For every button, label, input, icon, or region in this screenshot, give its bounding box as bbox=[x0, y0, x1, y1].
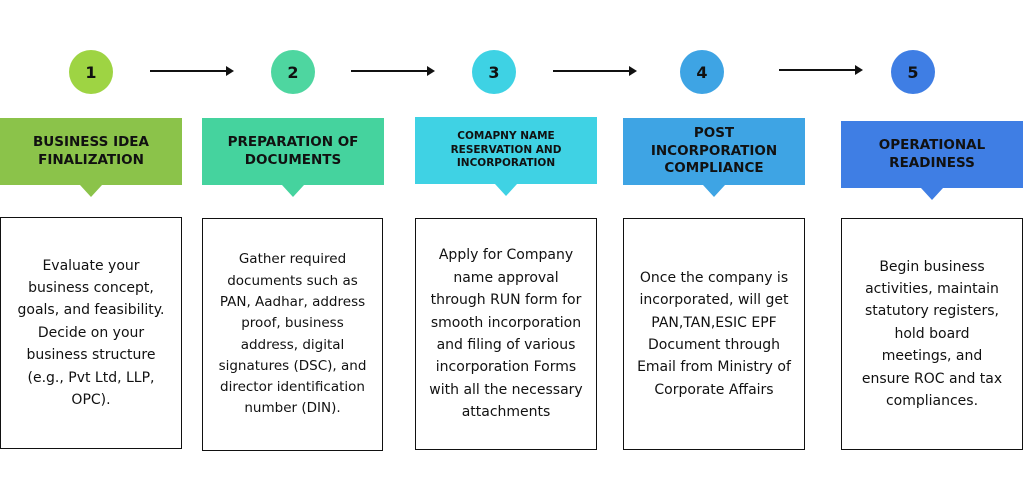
step-5-description: Begin business activities, maintain stat… bbox=[861, 258, 1003, 409]
step-3-pointer bbox=[495, 184, 517, 196]
step-1-title: BUSINESS IDEA FINALIZATION bbox=[33, 133, 149, 168]
step-4-description-box: Once the company is incorporated, will g… bbox=[623, 218, 805, 450]
step-5-title-banner: OPERATIONAL READINESS bbox=[841, 121, 1023, 200]
arrow-2-3 bbox=[351, 66, 435, 76]
step-4-title: POST INCORPORATION COMPLIANCE bbox=[650, 125, 778, 177]
step-4-title-banner: POST INCORPORATION COMPLIANCE bbox=[623, 118, 805, 197]
step-4-pointer bbox=[703, 185, 725, 197]
step-5-number: 5 bbox=[891, 50, 935, 94]
step-2-title-banner: PREPARATION OF DOCUMENTS bbox=[202, 118, 384, 197]
arrow-4-5 bbox=[779, 65, 863, 75]
step-2-pointer bbox=[282, 185, 304, 197]
step-4-description: Once the company is incorporated, will g… bbox=[637, 269, 791, 398]
step-5-pointer bbox=[921, 188, 943, 200]
step-1-pointer bbox=[80, 185, 102, 197]
step-2-number: 2 bbox=[271, 50, 315, 94]
step-5-description-box: Begin business activities, maintain stat… bbox=[841, 218, 1023, 450]
arrow-3-4 bbox=[553, 66, 637, 76]
step-1-description: Evaluate your business concept, goals, a… bbox=[17, 257, 165, 408]
step-3-number: 3 bbox=[472, 50, 516, 94]
arrow-1-2 bbox=[150, 66, 234, 76]
step-1-description-box: Evaluate your business concept, goals, a… bbox=[0, 217, 182, 449]
step-3-title: COMAPNY NAME RESERVATION AND INCORPORATI… bbox=[450, 130, 562, 170]
step-3-description: Apply for Company name approval through … bbox=[429, 247, 583, 421]
step-4-number: 4 bbox=[680, 50, 724, 94]
step-3-title-banner: COMAPNY NAME RESERVATION AND INCORPORATI… bbox=[415, 117, 597, 196]
step-2-description-box: Gather required documents such as PAN, A… bbox=[202, 218, 383, 451]
step-1-number: 1 bbox=[69, 50, 113, 94]
step-5-title: OPERATIONAL READINESS bbox=[878, 136, 986, 171]
step-1-title-banner: BUSINESS IDEA FINALIZATION bbox=[0, 118, 182, 197]
step-3-description-box: Apply for Company name approval through … bbox=[415, 218, 597, 450]
step-2-description: Gather required documents such as PAN, A… bbox=[218, 251, 367, 417]
step-2-title: PREPARATION OF DOCUMENTS bbox=[227, 133, 359, 168]
